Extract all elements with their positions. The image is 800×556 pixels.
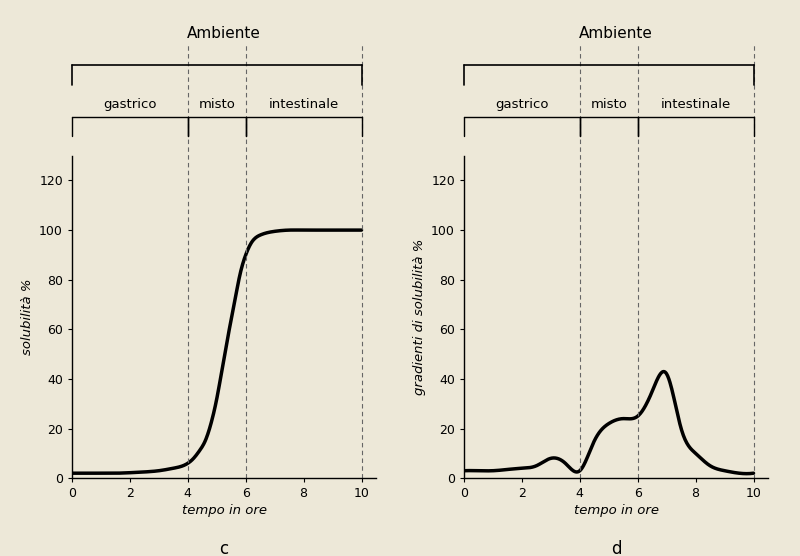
Y-axis label: gradienti di solubilità %: gradienti di solubilità % xyxy=(413,239,426,395)
Text: intestinale: intestinale xyxy=(269,98,338,111)
Text: Ambiente: Ambiente xyxy=(187,26,261,41)
Y-axis label: solubilità %: solubilità % xyxy=(21,279,34,355)
Text: gastrico: gastrico xyxy=(103,98,157,111)
X-axis label: tempo in ore: tempo in ore xyxy=(182,504,266,517)
X-axis label: tempo in ore: tempo in ore xyxy=(574,504,658,517)
Text: c: c xyxy=(219,540,229,556)
Text: d: d xyxy=(610,540,622,556)
Text: misto: misto xyxy=(590,98,627,111)
Text: Ambiente: Ambiente xyxy=(579,26,653,41)
Text: misto: misto xyxy=(198,98,235,111)
Text: intestinale: intestinale xyxy=(661,98,730,111)
Text: gastrico: gastrico xyxy=(495,98,549,111)
